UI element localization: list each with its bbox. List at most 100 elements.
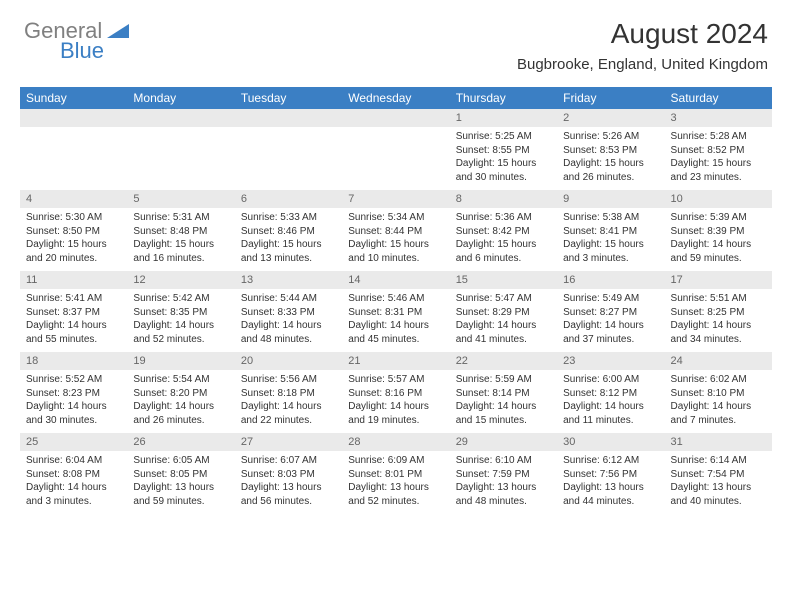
daylight-text: Daylight: 15 hours bbox=[671, 157, 766, 171]
daylight-text: and 13 minutes. bbox=[241, 252, 336, 266]
daylight-text: Daylight: 14 hours bbox=[456, 319, 551, 333]
daylight-text: and 26 minutes. bbox=[133, 414, 228, 428]
daylight-text: and 20 minutes. bbox=[26, 252, 121, 266]
sunrise-text: Sunrise: 6:00 AM bbox=[563, 373, 658, 387]
sunset-text: Sunset: 8:12 PM bbox=[563, 387, 658, 401]
sunrise-text: Sunrise: 6:05 AM bbox=[133, 454, 228, 468]
daylight-text: Daylight: 14 hours bbox=[133, 319, 228, 333]
sunset-text: Sunset: 8:27 PM bbox=[563, 306, 658, 320]
day-number-row: 45678910 bbox=[20, 190, 772, 208]
sunrise-text: Sunrise: 5:49 AM bbox=[563, 292, 658, 306]
daylight-text: and 44 minutes. bbox=[563, 495, 658, 509]
day-info-cell: Sunrise: 5:46 AMSunset: 8:31 PMDaylight:… bbox=[342, 289, 449, 352]
day-number-cell: 14 bbox=[342, 271, 449, 289]
daylight-text: Daylight: 13 hours bbox=[456, 481, 551, 495]
daylight-text: and 6 minutes. bbox=[456, 252, 551, 266]
daylight-text: Daylight: 15 hours bbox=[456, 238, 551, 252]
daylight-text: and 3 minutes. bbox=[26, 495, 121, 509]
day-info-cell: Sunrise: 6:14 AMSunset: 7:54 PMDaylight:… bbox=[665, 451, 772, 514]
sunset-text: Sunset: 8:31 PM bbox=[348, 306, 443, 320]
daylight-text: and 16 minutes. bbox=[133, 252, 228, 266]
daylight-text: and 22 minutes. bbox=[241, 414, 336, 428]
daylight-text: and 52 minutes. bbox=[348, 495, 443, 509]
sunset-text: Sunset: 8:20 PM bbox=[133, 387, 228, 401]
daylight-text: Daylight: 15 hours bbox=[456, 157, 551, 171]
sunset-text: Sunset: 8:18 PM bbox=[241, 387, 336, 401]
sunset-text: Sunset: 8:52 PM bbox=[671, 144, 766, 158]
day-number-cell: 31 bbox=[665, 433, 772, 451]
day-info-cell bbox=[235, 127, 342, 190]
daylight-text: Daylight: 13 hours bbox=[241, 481, 336, 495]
sunrise-text: Sunrise: 5:26 AM bbox=[563, 130, 658, 144]
day-number-cell: 5 bbox=[127, 190, 234, 208]
daylight-text: Daylight: 13 hours bbox=[671, 481, 766, 495]
sunset-text: Sunset: 7:54 PM bbox=[671, 468, 766, 482]
day-number-cell: 27 bbox=[235, 433, 342, 451]
day-number-cell: 30 bbox=[557, 433, 664, 451]
daylight-text: and 30 minutes. bbox=[456, 171, 551, 185]
sunset-text: Sunset: 8:39 PM bbox=[671, 225, 766, 239]
sunset-text: Sunset: 8:50 PM bbox=[26, 225, 121, 239]
daylight-text: and 26 minutes. bbox=[563, 171, 658, 185]
sunset-text: Sunset: 8:01 PM bbox=[348, 468, 443, 482]
day-number-cell: 23 bbox=[557, 352, 664, 370]
day-info-cell bbox=[127, 127, 234, 190]
day-number-cell: 4 bbox=[20, 190, 127, 208]
day-header: Thursday bbox=[450, 87, 557, 109]
day-info-cell: Sunrise: 5:57 AMSunset: 8:16 PMDaylight:… bbox=[342, 370, 449, 433]
day-number-cell bbox=[342, 109, 449, 127]
day-info-cell: Sunrise: 6:04 AMSunset: 8:08 PMDaylight:… bbox=[20, 451, 127, 514]
day-info-cell: Sunrise: 5:47 AMSunset: 8:29 PMDaylight:… bbox=[450, 289, 557, 352]
day-number-cell: 22 bbox=[450, 352, 557, 370]
sunset-text: Sunset: 8:44 PM bbox=[348, 225, 443, 239]
day-number-cell: 1 bbox=[450, 109, 557, 127]
day-number-cell: 21 bbox=[342, 352, 449, 370]
sunset-text: Sunset: 8:53 PM bbox=[563, 144, 658, 158]
day-number-cell: 9 bbox=[557, 190, 664, 208]
daylight-text: Daylight: 14 hours bbox=[671, 319, 766, 333]
location-text: Bugbrooke, England, United Kingdom bbox=[517, 56, 768, 73]
day-header: Monday bbox=[127, 87, 234, 109]
day-number-cell: 15 bbox=[450, 271, 557, 289]
day-info-row: Sunrise: 5:30 AMSunset: 8:50 PMDaylight:… bbox=[20, 208, 772, 271]
daylight-text: Daylight: 14 hours bbox=[563, 400, 658, 414]
sunset-text: Sunset: 8:42 PM bbox=[456, 225, 551, 239]
logo: General Blue bbox=[24, 18, 129, 64]
daylight-text: Daylight: 14 hours bbox=[563, 319, 658, 333]
day-info-cell: Sunrise: 5:49 AMSunset: 8:27 PMDaylight:… bbox=[557, 289, 664, 352]
day-number-cell: 12 bbox=[127, 271, 234, 289]
sunrise-text: Sunrise: 5:25 AM bbox=[456, 130, 551, 144]
day-info-cell: Sunrise: 5:34 AMSunset: 8:44 PMDaylight:… bbox=[342, 208, 449, 271]
sunrise-text: Sunrise: 6:04 AM bbox=[26, 454, 121, 468]
sunset-text: Sunset: 8:48 PM bbox=[133, 225, 228, 239]
day-info-cell: Sunrise: 6:07 AMSunset: 8:03 PMDaylight:… bbox=[235, 451, 342, 514]
daylight-text: and 11 minutes. bbox=[563, 414, 658, 428]
sunrise-text: Sunrise: 5:39 AM bbox=[671, 211, 766, 225]
sunrise-text: Sunrise: 5:57 AM bbox=[348, 373, 443, 387]
day-header: Tuesday bbox=[235, 87, 342, 109]
sunrise-text: Sunrise: 5:33 AM bbox=[241, 211, 336, 225]
sunset-text: Sunset: 8:46 PM bbox=[241, 225, 336, 239]
sunrise-text: Sunrise: 5:28 AM bbox=[671, 130, 766, 144]
day-number-cell: 11 bbox=[20, 271, 127, 289]
daylight-text: and 48 minutes. bbox=[241, 333, 336, 347]
sunset-text: Sunset: 7:59 PM bbox=[456, 468, 551, 482]
day-number-cell: 20 bbox=[235, 352, 342, 370]
day-number-cell: 25 bbox=[20, 433, 127, 451]
daylight-text: and 19 minutes. bbox=[348, 414, 443, 428]
daylight-text: Daylight: 14 hours bbox=[348, 400, 443, 414]
daylight-text: and 34 minutes. bbox=[671, 333, 766, 347]
day-info-cell: Sunrise: 5:42 AMSunset: 8:35 PMDaylight:… bbox=[127, 289, 234, 352]
day-info-row: Sunrise: 5:25 AMSunset: 8:55 PMDaylight:… bbox=[20, 127, 772, 190]
daylight-text: Daylight: 14 hours bbox=[671, 400, 766, 414]
sunrise-text: Sunrise: 5:36 AM bbox=[456, 211, 551, 225]
sunrise-text: Sunrise: 6:07 AM bbox=[241, 454, 336, 468]
sunrise-text: Sunrise: 5:51 AM bbox=[671, 292, 766, 306]
sunrise-text: Sunrise: 6:10 AM bbox=[456, 454, 551, 468]
daylight-text: and 10 minutes. bbox=[348, 252, 443, 266]
day-number-cell: 29 bbox=[450, 433, 557, 451]
day-info-cell: Sunrise: 5:33 AMSunset: 8:46 PMDaylight:… bbox=[235, 208, 342, 271]
daylight-text: and 41 minutes. bbox=[456, 333, 551, 347]
day-header: Friday bbox=[557, 87, 664, 109]
sunrise-text: Sunrise: 5:56 AM bbox=[241, 373, 336, 387]
